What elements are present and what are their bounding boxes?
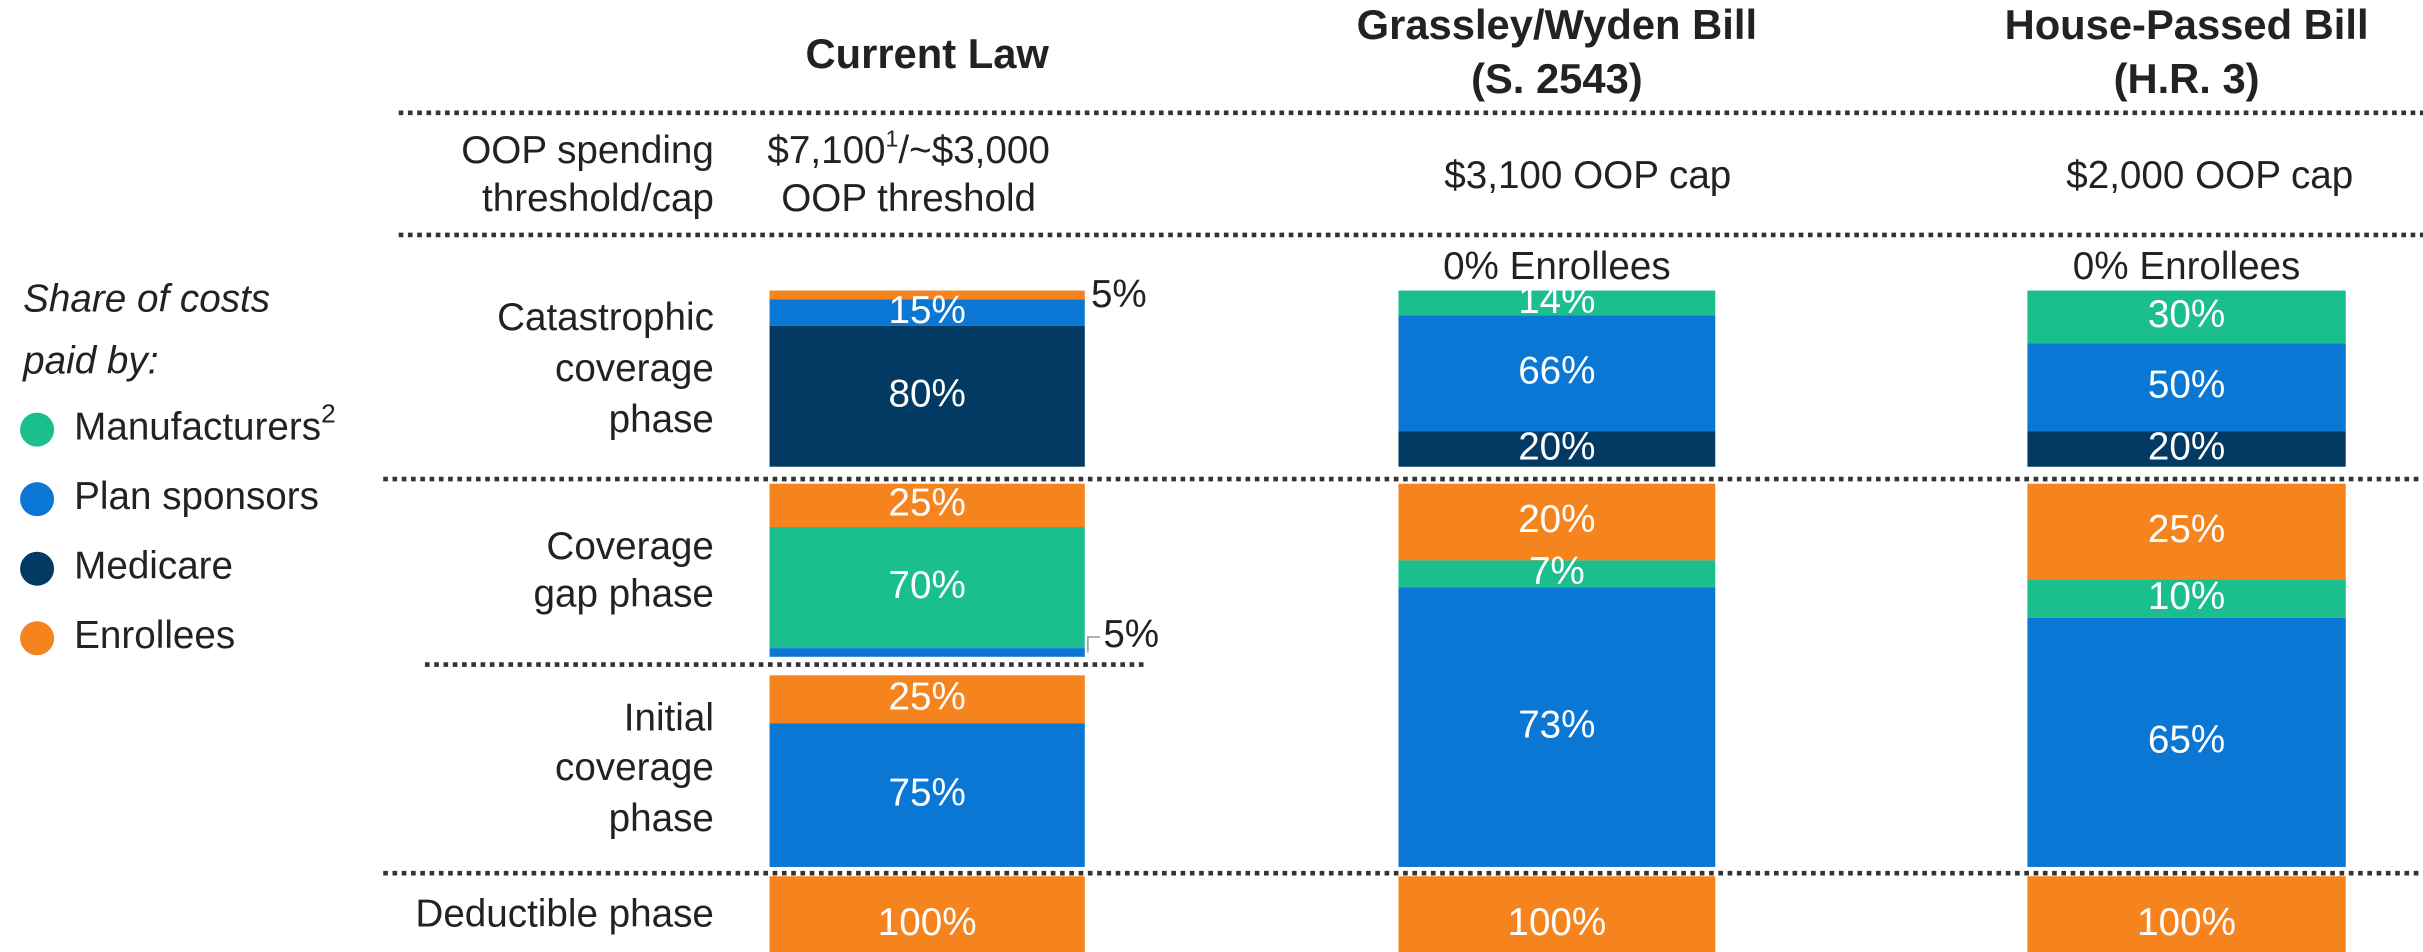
value-label: 30% [2148, 293, 2225, 336]
threshold: OOP threshold [781, 177, 1036, 220]
segment [1398, 560, 1716, 588]
value-label: 20% [1518, 425, 1595, 468]
legend-label: Enrollees [74, 614, 235, 657]
legend-name: Enrollees [74, 614, 235, 657]
threshold-text: $7,100 [767, 129, 885, 172]
segment [1398, 290, 1716, 316]
threshold: $3,100 OOP cap [1444, 154, 1731, 197]
superscript: 1 [886, 126, 899, 152]
phase-label: phase [609, 797, 714, 840]
value-label: 25% [889, 482, 966, 525]
phase-label: Catastrophic [497, 296, 714, 339]
legend-name: Manufacturers [74, 406, 321, 449]
segment [2027, 876, 2346, 952]
segment [1398, 431, 1716, 467]
value-label: 5% [1103, 613, 1159, 656]
value-label: 73% [1518, 703, 1595, 746]
connector [1087, 636, 1101, 653]
segment [2027, 579, 2346, 618]
legend-swatch [20, 551, 55, 586]
threshold-text: $2,000 OOP cap [2066, 154, 2353, 197]
legend-swatch [20, 621, 55, 656]
threshold: $7,1001/~$3,000 [767, 126, 1049, 172]
row-label: OOP spending [461, 129, 714, 172]
value-label: 100% [2137, 901, 2236, 944]
legend-label: Manufacturers2 [74, 399, 336, 449]
value-label: 70% [889, 564, 966, 607]
segment [769, 723, 1085, 867]
segment [2027, 483, 2346, 580]
phase-label: Initial [624, 696, 714, 739]
legend-name: Plan sponsors [74, 475, 319, 518]
value-label: 0% Enrollees [2073, 245, 2301, 288]
value-label: 20% [1518, 498, 1595, 541]
column-title: House-Passed Bill [2005, 1, 2369, 48]
segment [1398, 483, 1716, 561]
segment [2027, 431, 2346, 467]
column-title: (H.R. 3) [2114, 55, 2260, 102]
threshold: $2,000 OOP cap [2066, 154, 2353, 197]
segment [769, 526, 1085, 649]
legend-sup: 2 [321, 399, 336, 429]
phase-label: coverage [555, 347, 714, 390]
segment [769, 483, 1085, 527]
threshold-text: OOP threshold [781, 177, 1036, 220]
value-label: 100% [1507, 901, 1606, 944]
legend-name: Medicare [74, 545, 233, 588]
row-label: threshold/cap [482, 177, 714, 220]
value-label: 25% [2148, 508, 2225, 551]
phase-label: gap phase [533, 573, 713, 616]
phase-label: phase [609, 398, 714, 441]
value-label: 80% [889, 372, 966, 415]
value-label: 100% [878, 901, 977, 944]
value-label: 50% [2148, 364, 2225, 407]
legend-title: paid by: [22, 339, 158, 382]
segment [2027, 290, 2346, 344]
segment [1398, 315, 1716, 432]
column-title: Grassley/Wyden Bill [1357, 1, 1757, 48]
legend-swatch [20, 412, 55, 447]
threshold-text: /~$3,000 [898, 129, 1049, 172]
segment [769, 648, 1085, 657]
segment [769, 876, 1085, 952]
value-label: 25% [889, 675, 966, 718]
legend-title: Share of costs [23, 278, 270, 321]
segment [2027, 617, 2346, 867]
value-label: 5% [1091, 273, 1147, 316]
phase-label: Coverage [546, 525, 713, 568]
segment [1398, 587, 1716, 867]
threshold-text: $3,100 OOP cap [1444, 154, 1731, 197]
value-label: 7% [1529, 550, 1585, 593]
phase-label: coverage [555, 746, 714, 789]
value-label: 10% [2148, 575, 2225, 618]
value-label: 14% [1518, 279, 1595, 322]
value-label: 15% [889, 289, 966, 332]
segment [769, 325, 1085, 467]
column-title: Current Law [805, 30, 1049, 77]
value-label: 75% [889, 771, 966, 814]
value-label: 66% [1518, 350, 1595, 393]
segment [2027, 343, 2346, 432]
legend-swatch [20, 482, 55, 517]
value-label: 65% [2148, 719, 2225, 762]
legend-label: Medicare [74, 545, 233, 588]
value-label: 0% Enrollees [1443, 245, 1671, 288]
segment [769, 675, 1085, 724]
segment [769, 299, 1085, 326]
legend-label: Plan sponsors [74, 475, 319, 518]
value-label: 20% [2148, 425, 2225, 468]
segment [1398, 876, 1716, 952]
column-title: (S. 2543) [1471, 55, 1643, 102]
phase-label: Deductible phase [415, 893, 713, 936]
segment [769, 290, 1085, 300]
